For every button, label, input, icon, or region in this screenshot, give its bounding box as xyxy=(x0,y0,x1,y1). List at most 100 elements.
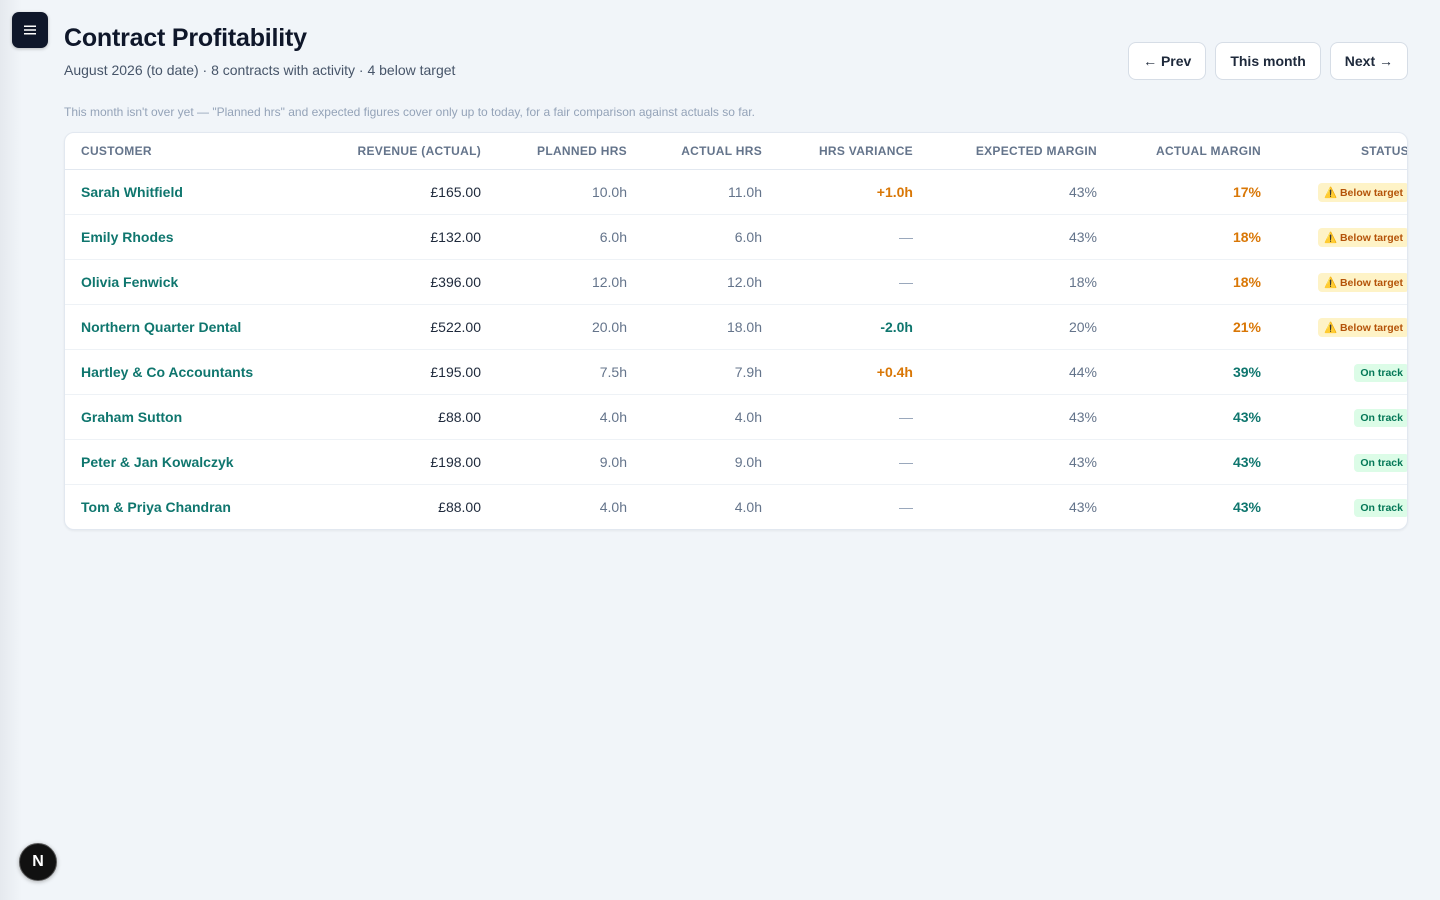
status-cell: On track xyxy=(1277,349,1407,395)
status-cell: On track xyxy=(1277,394,1407,440)
customer-link[interactable]: Northern Quarter Dental xyxy=(65,304,327,350)
hamburger-menu-button[interactable] xyxy=(12,12,48,48)
planned-hrs-cell: 6.0h xyxy=(497,214,643,260)
this-month-button[interactable]: This month xyxy=(1215,42,1321,80)
column-header-customer[interactable]: Customer xyxy=(65,133,327,170)
revenue-cell: £132.00 xyxy=(327,214,497,260)
revenue-cell: £522.00 xyxy=(327,304,497,350)
status-cell: On track xyxy=(1277,439,1407,485)
planned-hrs-cell: 4.0h xyxy=(599,499,627,515)
actual-hrs-cell: 18.0h xyxy=(643,304,778,350)
status-badge: On track xyxy=(1354,498,1407,517)
actual-hrs-cell: 11.0h xyxy=(643,169,778,215)
revenue-cell: £396.00 xyxy=(327,259,497,305)
expected-margin-cell: 43% xyxy=(1068,499,1097,515)
table-row[interactable]: Hartley & Co Accountants £195.00 7.5h 7.… xyxy=(65,349,1407,395)
revenue-cell: £88.00 xyxy=(327,394,497,440)
table-row[interactable]: Tom & Priya Chandran £88.00 4.0h 4.0h — … xyxy=(65,485,1407,530)
status-badge: ⚠️ Below target xyxy=(1317,182,1407,202)
actual-margin-cell: 43% xyxy=(1113,394,1277,440)
actual-hrs-cell: 4.0h xyxy=(734,499,762,515)
hrs-variance-cell: +0.4h xyxy=(778,349,929,395)
status-badge: On track xyxy=(1354,453,1407,472)
customer-link[interactable]: Sarah Whitfield xyxy=(65,169,327,215)
actual-hrs-cell: 12.0h xyxy=(643,259,778,305)
table-row[interactable]: Sarah Whitfield £165.00 10.0h 11.0h +1.0… xyxy=(65,169,1407,215)
customer-link[interactable]: Hartley & Co Accountants xyxy=(65,349,327,395)
hrs-variance-cell: — xyxy=(778,394,929,440)
table-row[interactable]: Graham Sutton £88.00 4.0h 4.0h — 43% 43%… xyxy=(65,394,1407,440)
prev-month-button[interactable]: ← Prev xyxy=(1128,42,1207,80)
planned-hrs-cell: 7.5h xyxy=(497,349,643,395)
revenue-cell: £195.00 xyxy=(327,349,497,395)
actual-margin-cell: 18% xyxy=(1113,214,1277,260)
actual-margin-cell: 18% xyxy=(1113,259,1277,305)
actual-hrs-cell: 9.0h xyxy=(643,439,778,485)
actual-hrs-cell: 7.9h xyxy=(643,349,778,395)
sidebar-edge xyxy=(0,0,22,900)
hrs-variance-cell: — xyxy=(778,214,929,260)
column-header-hrs-variance[interactable]: Hrs variance xyxy=(778,133,929,170)
month-navigation: ← Prev This month Next → xyxy=(1128,42,1408,80)
hrs-variance-cell: — xyxy=(899,499,913,515)
table-row[interactable]: Olivia Fenwick £396.00 12.0h 12.0h — 18%… xyxy=(65,259,1407,305)
status-badge: On track xyxy=(1354,408,1407,427)
column-header-actual-hrs[interactable]: Actual hrs xyxy=(643,133,778,170)
planned-hrs-cell: 9.0h xyxy=(497,439,643,485)
revenue-cell: £88.00 xyxy=(438,499,481,515)
status-cell: On track xyxy=(1277,485,1407,530)
expected-margin-cell: 20% xyxy=(929,304,1113,350)
table-header-row: Customer Revenue (actual) Planned hrs Ac… xyxy=(65,133,1407,170)
table-row[interactable]: Peter & Jan Kowalczyk £198.00 9.0h 9.0h … xyxy=(65,439,1407,485)
planned-hrs-cell: 20.0h xyxy=(497,304,643,350)
column-header-planned-hrs[interactable]: Planned hrs xyxy=(497,133,643,170)
profitability-table: Customer Revenue (actual) Planned hrs Ac… xyxy=(64,132,1408,530)
status-badge: On track xyxy=(1354,363,1407,382)
customer-link[interactable]: Emily Rhodes xyxy=(65,214,327,260)
customer-link[interactable]: Graham Sutton xyxy=(65,394,327,440)
expected-margin-cell: 43% xyxy=(929,394,1113,440)
actual-hrs-cell: 6.0h xyxy=(643,214,778,260)
table-row[interactable]: Northern Quarter Dental £522.00 20.0h 18… xyxy=(65,304,1407,350)
actual-margin-cell: 43% xyxy=(1113,439,1277,485)
hamburger-menu-icon xyxy=(24,25,36,35)
revenue-cell: £198.00 xyxy=(327,439,497,485)
partial-month-note: This month isn't over yet — "Planned hrs… xyxy=(64,105,755,119)
status-cell: ⚠️ Below target xyxy=(1277,259,1407,305)
column-header-actual-margin[interactable]: Actual margin xyxy=(1113,133,1277,170)
expected-margin-cell: 18% xyxy=(929,259,1113,305)
actual-margin-cell: 43% xyxy=(1232,499,1261,515)
customer-link[interactable]: Peter & Jan Kowalczyk xyxy=(65,439,327,485)
hrs-variance-cell: +1.0h xyxy=(778,169,929,215)
actual-margin-cell: 39% xyxy=(1113,349,1277,395)
user-avatar[interactable]: N xyxy=(19,843,57,881)
status-cell: ⚠️ Below target xyxy=(1277,169,1407,215)
table-row[interactable]: Emily Rhodes £132.00 6.0h 6.0h — 43% 18%… xyxy=(65,214,1407,260)
hrs-variance-cell: -2.0h xyxy=(778,304,929,350)
actual-hrs-cell: 4.0h xyxy=(643,394,778,440)
status-badge: ⚠️ Below target xyxy=(1317,317,1407,337)
next-month-button[interactable]: Next → xyxy=(1329,42,1408,80)
status-cell: ⚠️ Below target xyxy=(1277,304,1407,350)
expected-margin-cell: 44% xyxy=(929,349,1113,395)
actual-margin-cell: 17% xyxy=(1113,169,1277,215)
hrs-variance-cell: — xyxy=(778,439,929,485)
expected-margin-cell: 43% xyxy=(929,214,1113,260)
page-title: Contract Profitability xyxy=(64,24,307,52)
expected-margin-cell: 43% xyxy=(929,169,1113,215)
status-badge: ⚠️ Below target xyxy=(1317,227,1407,247)
column-header-status[interactable]: Status xyxy=(1277,133,1407,170)
customer-link[interactable]: Olivia Fenwick xyxy=(65,259,327,305)
page-subtitle: August 2026 (to date) · 8 contracts with… xyxy=(64,62,456,78)
revenue-cell: £165.00 xyxy=(327,169,497,215)
actual-margin-cell: 21% xyxy=(1113,304,1277,350)
planned-hrs-cell: 10.0h xyxy=(497,169,643,215)
column-header-expected-margin[interactable]: Expected margin xyxy=(929,133,1113,170)
status-badge: ⚠️ Below target xyxy=(1317,272,1407,292)
status-cell: ⚠️ Below target xyxy=(1277,214,1407,260)
customer-link[interactable]: Tom & Priya Chandran xyxy=(81,499,231,515)
planned-hrs-cell: 4.0h xyxy=(497,394,643,440)
column-header-revenue[interactable]: Revenue (actual) xyxy=(327,133,497,170)
planned-hrs-cell: 12.0h xyxy=(497,259,643,305)
hrs-variance-cell: — xyxy=(778,259,929,305)
